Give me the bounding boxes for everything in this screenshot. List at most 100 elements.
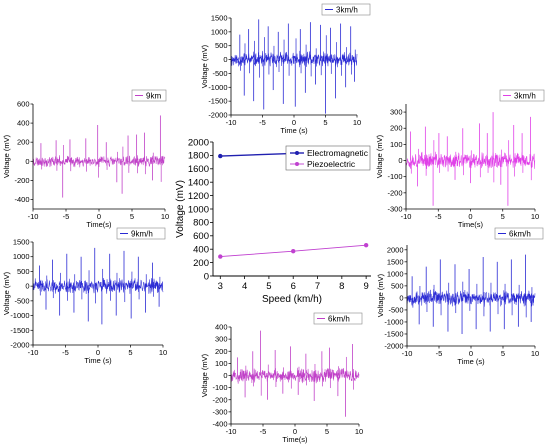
legend-marker	[295, 151, 299, 155]
x-tick-label: 10	[353, 118, 361, 127]
x-tick-label: 5	[323, 118, 327, 127]
legend-label: 9km	[146, 92, 161, 101]
y-tick-label: 200	[17, 138, 30, 147]
y-tick-label: 1000	[387, 269, 404, 278]
x-axis-label: Time(s)	[282, 435, 308, 444]
x-tick-label: 5	[501, 349, 505, 358]
y-tick-label: 2000	[387, 245, 404, 254]
x-axis-label: Time (s)	[280, 126, 308, 135]
y-tick-label: -2000	[208, 111, 227, 120]
series-piezoelectric	[218, 242, 369, 259]
legend-box	[499, 89, 545, 102]
y-tick-label: -1500	[208, 97, 227, 106]
x-tick-label: 10	[159, 348, 167, 357]
y-tick-label: 500	[17, 267, 30, 276]
x-tick-label: 10	[161, 212, 169, 221]
x-tick-label: 10	[355, 427, 363, 436]
x-tick-label: 0	[97, 212, 101, 221]
x-tick-label: -10	[28, 348, 39, 357]
x-tick-label: -10	[226, 118, 237, 127]
y-axis-label: Voltage (mV)	[375, 134, 384, 178]
y-tick-label: -400	[14, 195, 29, 204]
y-tick-label: -300	[387, 205, 402, 214]
x-tick-label: 5	[501, 212, 505, 221]
signal-trace	[32, 278, 164, 294]
legend-label: Electromagnetic	[307, 148, 369, 158]
y-tick-label: 1000	[211, 27, 228, 36]
data-point	[363, 242, 369, 248]
legend-box	[313, 312, 363, 325]
y-tick-label: 1000	[13, 252, 30, 261]
x-tick-label: 5	[266, 281, 271, 292]
y-tick-label: -400	[212, 420, 227, 429]
y-tick-label: -200	[387, 188, 402, 197]
legend-label: 3km/h	[336, 6, 358, 15]
legend-box	[321, 3, 371, 16]
x-tick-label: 9	[363, 281, 368, 292]
legend-label: 9km/h	[131, 230, 153, 239]
y-tick-label: 200	[193, 258, 209, 269]
y-tick-label: -100	[387, 172, 402, 181]
legend-label: 6km/h	[509, 230, 531, 239]
y-tick-label: 1800	[188, 151, 209, 162]
x-tick-label: 0	[469, 349, 473, 358]
y-tick-label: -300	[212, 407, 227, 416]
legend: 3km/h	[499, 89, 545, 102]
x-tick-label: -5	[260, 427, 267, 436]
panel-bottom_center: -400 -300 -200 -100 0 100 200 300 400 -10 -5 0 5 10 Ti…	[200, 312, 363, 444]
panel-right_bottom: -2000 -1500 -1000 -500 0 500 1000 1500 2000 -10 -5…	[376, 227, 544, 366]
legend-marker	[295, 162, 299, 166]
legend: 9km	[131, 89, 167, 102]
y-axis-label: Voltage (mV)	[200, 353, 209, 397]
legend: 9km/h	[116, 227, 166, 240]
y-axis-label: Voltage (mV)	[200, 44, 209, 88]
x-tick-label: -5	[259, 118, 266, 127]
x-axis-label: Time (s)	[84, 356, 112, 365]
legend-label: Piezoelectric	[307, 159, 356, 169]
y-tick-label: 200	[215, 347, 228, 356]
panel-center: 0 200 400 600 800 1000 1200 1400 1600 1800 2000 3 4 5…	[175, 137, 371, 305]
y-tick-label: 800	[193, 218, 209, 229]
y-tick-label: -100	[212, 383, 227, 392]
x-tick-label: 3	[218, 281, 223, 292]
y-tick-label: 0	[223, 371, 227, 380]
legend-label: 3km/h	[514, 92, 536, 101]
y-tick-label: 1500	[211, 14, 228, 23]
y-tick-label: -500	[388, 305, 403, 314]
signal-trace	[32, 155, 166, 168]
y-tick-label: 200	[390, 124, 403, 133]
legend-box	[494, 227, 544, 240]
panel-left_top: -400 -200 0 200 400 600 -10 -5 0 5 10 Time(s) Voltag…	[2, 89, 169, 229]
x-tick-label: 7	[315, 281, 320, 292]
x-tick-label: 8	[339, 281, 344, 292]
x-tick-label: -5	[62, 348, 69, 357]
x-tick-label: 4	[242, 281, 247, 292]
y-tick-label: 400	[17, 119, 30, 128]
signal-trace	[230, 367, 360, 384]
legend-box	[285, 145, 371, 171]
y-axis-label: Voltage (mV)	[376, 273, 385, 317]
legend-label: 6km/h	[328, 315, 350, 324]
x-axis-label: Time(s)	[458, 220, 484, 229]
x-tick-label: 0	[468, 212, 472, 221]
y-axis-label: Voltage (mV)	[2, 271, 11, 315]
panel-left_bottom: -2000 -1500 -1000 -500 0 500 1000 1500 -10 -5 0 5 10…	[2, 227, 167, 365]
x-tick-label: -5	[436, 349, 443, 358]
y-tick-label: 1500	[13, 238, 30, 247]
y-tick-label: 100	[215, 359, 228, 368]
panel-top_center: -2000 -1500 -1000 -500 0 500 1000 1500 -10 -5 0 5 10…	[200, 3, 371, 135]
y-tick-label: 500	[215, 41, 228, 50]
y-tick-label: 600	[193, 231, 209, 242]
y-tick-label: 0	[25, 282, 29, 291]
y-tick-label: 0	[204, 271, 209, 282]
x-tick-label: 0	[293, 427, 297, 436]
y-tick-label: -200	[14, 176, 29, 185]
y-axis-label: Voltage (mV)	[175, 180, 186, 238]
y-tick-label: -500	[14, 296, 29, 305]
y-tick-label: -2000	[10, 341, 29, 350]
y-tick-label: 400	[193, 245, 209, 256]
y-tick-label: 0	[399, 293, 403, 302]
x-tick-label: -5	[63, 212, 70, 221]
x-tick-label: 0	[96, 348, 100, 357]
